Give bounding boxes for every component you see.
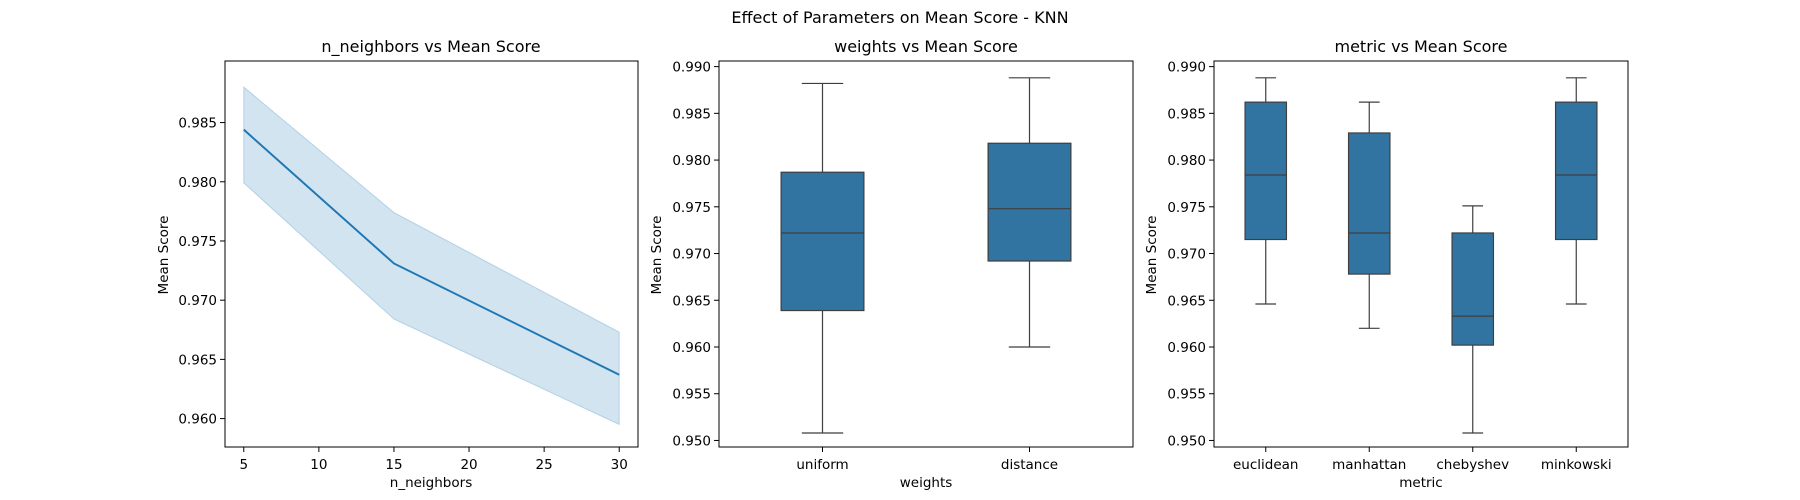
x-tick-label: chebyshev bbox=[1436, 457, 1509, 473]
panel-title-n-neighbors: n_neighbors vs Mean Score bbox=[321, 37, 540, 57]
figure-suptitle: Effect of Parameters on Mean Score - KNN bbox=[731, 8, 1068, 27]
y-tick-label: 0.965 bbox=[672, 293, 711, 309]
iqr-box bbox=[780, 171, 865, 312]
y-tick-label: 0.975 bbox=[178, 234, 217, 250]
y-tick-label: 0.965 bbox=[178, 352, 217, 368]
y-tick-label: 0.970 bbox=[672, 247, 711, 263]
y-tick-label: 0.955 bbox=[672, 387, 711, 403]
x-axis-label-metric: metric bbox=[1399, 475, 1442, 491]
x-tick-label: euclidean bbox=[1233, 457, 1299, 473]
x-axis-label-n-neighbors: n_neighbors bbox=[390, 475, 472, 491]
x-tick-label: distance bbox=[1001, 457, 1058, 473]
x-tick-label: 30 bbox=[611, 457, 628, 473]
x-tick-label: uniform bbox=[796, 457, 848, 473]
y-tick-label: 0.980 bbox=[1167, 153, 1206, 169]
x-tick-label: minkowski bbox=[1541, 457, 1612, 473]
y-tick-label: 0.970 bbox=[178, 293, 217, 309]
x-tick-label: manhattan bbox=[1332, 457, 1406, 473]
y-tick-label: 0.985 bbox=[672, 106, 711, 122]
iqr-box bbox=[1451, 232, 1495, 346]
x-tick-label: 15 bbox=[385, 457, 402, 473]
box-chebyshev bbox=[1451, 205, 1495, 434]
y-tick-label: 0.960 bbox=[1167, 340, 1206, 356]
line-plot-panel: n_neighbors vs Mean Score n_neighbors Me… bbox=[156, 37, 639, 491]
y-tick-label: 0.990 bbox=[672, 60, 711, 76]
x-tick-label: 5 bbox=[239, 457, 248, 473]
confidence-band bbox=[243, 85, 620, 426]
mean-score-line bbox=[243, 128, 620, 376]
panel-title-metric: metric vs Mean Score bbox=[1335, 37, 1508, 56]
y-tick-label: 0.975 bbox=[672, 200, 711, 216]
box-euclidean bbox=[1244, 77, 1288, 305]
panel-title-weights: weights vs Mean Score bbox=[834, 37, 1018, 56]
y-tick-label: 0.985 bbox=[1167, 106, 1206, 122]
y-tick-label: 0.975 bbox=[1167, 200, 1206, 216]
x-axis-label-weights: weights bbox=[900, 475, 953, 491]
box-uniform bbox=[780, 82, 865, 434]
box-manhattan bbox=[1347, 101, 1391, 329]
y-tick-label: 0.950 bbox=[672, 433, 711, 449]
y-tick-label: 0.990 bbox=[1167, 60, 1206, 76]
iqr-box bbox=[1554, 101, 1598, 241]
x-tick-label: 20 bbox=[460, 457, 477, 473]
y-axis-label-mean-score: Mean Score bbox=[649, 216, 665, 295]
y-tick-label: 0.960 bbox=[178, 412, 217, 428]
x-tick-label: 10 bbox=[310, 457, 327, 473]
y-tick-label: 0.965 bbox=[1167, 293, 1206, 309]
y-tick-label: 0.980 bbox=[178, 175, 217, 191]
y-tick-label: 0.985 bbox=[178, 116, 217, 132]
x-tick-label: 25 bbox=[536, 457, 553, 473]
y-tick-label: 0.960 bbox=[672, 340, 711, 356]
iqr-box bbox=[987, 142, 1072, 262]
y-tick-label: 0.955 bbox=[1167, 387, 1206, 403]
axes-frame bbox=[224, 60, 639, 448]
iqr-box bbox=[1244, 101, 1288, 241]
box-distance bbox=[987, 77, 1072, 348]
y-axis-label-mean-score: Mean Score bbox=[1144, 216, 1160, 295]
y-tick-label: 0.970 bbox=[1167, 247, 1206, 263]
iqr-box bbox=[1347, 132, 1391, 275]
y-axis-label-mean-score: Mean Score bbox=[156, 216, 172, 295]
box-minkowski bbox=[1554, 77, 1598, 305]
y-tick-label: 0.980 bbox=[672, 153, 711, 169]
y-tick-label: 0.950 bbox=[1167, 433, 1206, 449]
weights-box-panel: weights vs Mean Score weights Mean Score… bbox=[649, 37, 1134, 491]
metric-box-panel: metric vs Mean Score metric Mean Score e… bbox=[1144, 37, 1629, 491]
